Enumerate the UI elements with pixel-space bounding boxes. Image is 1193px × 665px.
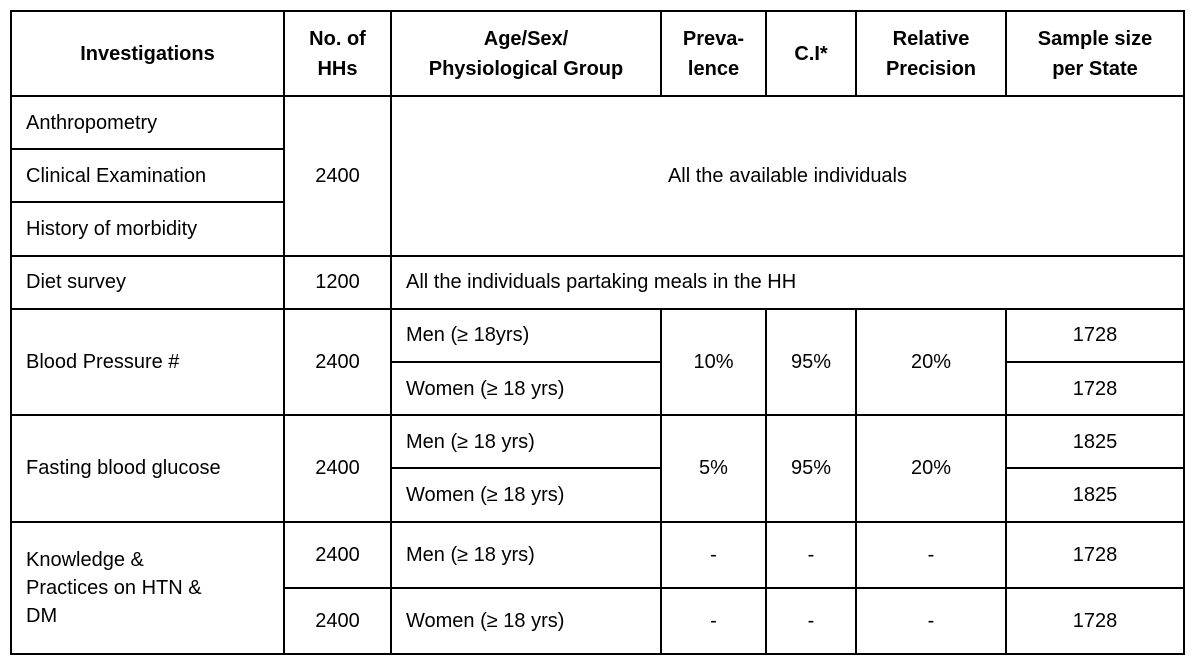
- table-row: 2400 Women (≥ 18 yrs) - - - 1728: [11, 586, 1185, 656]
- cell-fbg-precision: 20%: [855, 414, 1007, 523]
- cell-bp-ci: 95%: [765, 307, 857, 417]
- header-sample-size: Sample size per State: [1005, 10, 1185, 97]
- cell-hhs-fasting-glucose: 2400: [283, 414, 392, 523]
- cell-bp-group-men: Men (≥ 18yrs): [390, 307, 662, 363]
- cell-hhs-blood-pressure: 2400: [283, 307, 392, 417]
- cell-knowledge-prevalence-men: -: [660, 520, 767, 589]
- cell-investigation-blood-pressure: Blood Pressure #: [10, 307, 285, 417]
- cell-bp-prevalence: 10%: [660, 307, 767, 417]
- table-row: Anthropometry 2400 All the available ind…: [10, 94, 1185, 257]
- cell-investigation-anthropometry: Anthropometry: [10, 94, 285, 151]
- table-row: Women (≥ 18 yrs) 1825: [11, 467, 1185, 523]
- cell-hhs-diet: 1200: [283, 254, 392, 310]
- cell-knowledge-hhs-women: 2400: [283, 586, 392, 656]
- cell-knowledge-prevalence-women: -: [660, 586, 767, 656]
- table-row: Clinical Examination: [10, 148, 1184, 204]
- header-no-of-hhs: No. of HHs: [283, 10, 392, 97]
- table-row: Diet survey 1200 All the individuals par…: [10, 254, 1185, 310]
- cell-knowledge-ci-women: -: [765, 586, 857, 656]
- table-row: Knowledge & Practices on HTN & DM 2400 M…: [10, 520, 1185, 655]
- cell-fbg-group-women: Women (≥ 18 yrs): [390, 467, 662, 523]
- cell-note-all-available: All the available individuals: [390, 95, 1185, 257]
- table-row: Women (≥ 18 yrs) 1728: [11, 360, 1185, 417]
- header-ci: C.I*: [765, 10, 857, 97]
- cell-investigation-knowledge: Knowledge & Practices on HTN & DM: [10, 520, 285, 655]
- cell-bp-group-women: Women (≥ 18 yrs): [390, 360, 662, 417]
- cell-fbg-sample-women: 1825: [1005, 467, 1185, 523]
- cell-bp-sample-women: 1728: [1005, 360, 1185, 417]
- cell-knowledge-sample-men: 1728: [1005, 520, 1185, 589]
- table-header-row: Investigations No. of HHs Age/Sex/ Physi…: [10, 10, 1185, 97]
- cell-investigation-fasting-glucose: Fasting blood glucose: [10, 414, 285, 523]
- header-age-sex-group: Age/Sex/ Physiological Group: [390, 10, 662, 97]
- cell-hhs-group1: 2400: [283, 95, 392, 257]
- cell-fbg-group-men: Men (≥ 18 yrs): [390, 414, 662, 470]
- survey-sampling-table: Investigations No. of HHs Age/Sex/ Physi…: [10, 10, 1185, 656]
- header-relative-precision: Relative Precision: [855, 10, 1007, 97]
- cell-fbg-prevalence: 5%: [660, 414, 767, 523]
- cell-knowledge-precision-men: -: [855, 520, 1007, 589]
- table-row: Fasting blood glucose 2400 Men (≥ 18 yrs…: [10, 414, 1185, 523]
- cell-note-diet: All the individuals partaking meals in t…: [390, 254, 1185, 310]
- cell-fbg-sample-men: 1825: [1005, 414, 1185, 470]
- cell-investigation-history-morbidity: History of morbidity: [10, 201, 285, 257]
- cell-knowledge-precision-women: -: [855, 586, 1007, 656]
- cell-knowledge-ci-men: -: [765, 520, 857, 589]
- cell-knowledge-sample-women: 1728: [1005, 586, 1185, 656]
- cell-knowledge-hhs-men: 2400: [283, 520, 392, 589]
- cell-fbg-ci: 95%: [765, 414, 857, 523]
- table-row: Blood Pressure # 2400 Men (≥ 18yrs) 10% …: [10, 307, 1185, 417]
- cell-investigation-diet-survey: Diet survey: [10, 254, 285, 310]
- cell-bp-sample-men: 1728: [1005, 307, 1185, 363]
- cell-bp-precision: 20%: [855, 307, 1007, 417]
- cell-knowledge-group-women: Women (≥ 18 yrs): [390, 586, 662, 656]
- header-investigations: Investigations: [10, 10, 285, 97]
- cell-knowledge-group-men: Men (≥ 18 yrs): [390, 520, 662, 589]
- cell-investigation-clinical-examination: Clinical Examination: [10, 148, 285, 204]
- header-prevalence: Preva- lence: [660, 10, 767, 97]
- table-row: History of morbidity: [10, 201, 1184, 257]
